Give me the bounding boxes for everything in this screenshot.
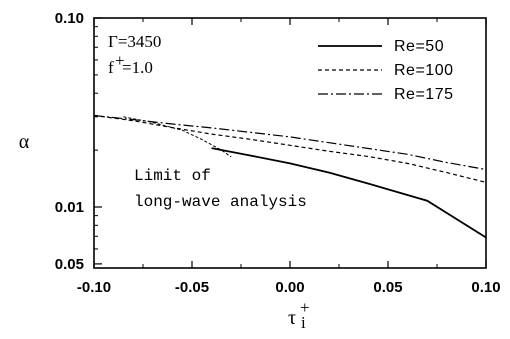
legend-label-re175: Re=175 (394, 86, 454, 103)
svg-text:τ: τ (288, 307, 296, 329)
x-tick-label: 0.00 (275, 279, 304, 296)
annotation-line-1: Limit of (134, 167, 211, 185)
svg-text:Γ=3450: Γ=3450 (108, 32, 161, 51)
annotation-limit: Limit of long-wave analysis (134, 167, 307, 211)
legend-label-re50: Re=50 (394, 38, 444, 55)
svg-text:+: + (300, 298, 310, 317)
svg-text:+: + (115, 51, 125, 70)
plot-frame (93, 17, 487, 269)
x-axis-label: τ i + (288, 298, 310, 332)
legend-label-re100: Re=100 (394, 62, 454, 79)
svg-text:i: i (301, 313, 306, 332)
series-re100-line (93, 114, 487, 183)
series-re175-line (93, 114, 487, 171)
svg-text:f: f (108, 58, 114, 77)
parameter-text-gamma: Γ=3450 (108, 32, 161, 51)
long-wave-limit-line (123, 116, 232, 158)
x-tick-label: 0.05 (373, 279, 402, 296)
y-tick-label: 0.01 (55, 199, 84, 216)
y-axis-label: α (19, 131, 30, 153)
legend: Re=50 Re=100 Re=175 (318, 38, 454, 103)
y-tick-label: 0.10 (55, 10, 84, 27)
x-tick-label: -0.05 (175, 279, 209, 296)
series-re50-line (211, 147, 487, 239)
x-tick-label: 0.10 (471, 279, 500, 296)
parameter-text-f: f + =1.0 (108, 51, 153, 77)
y-tick-label: 0.05 (55, 256, 84, 273)
svg-text:=1.0: =1.0 (122, 58, 153, 77)
annotation-line-2: long-wave analysis (134, 193, 307, 211)
x-tick-label: -0.10 (77, 279, 111, 296)
